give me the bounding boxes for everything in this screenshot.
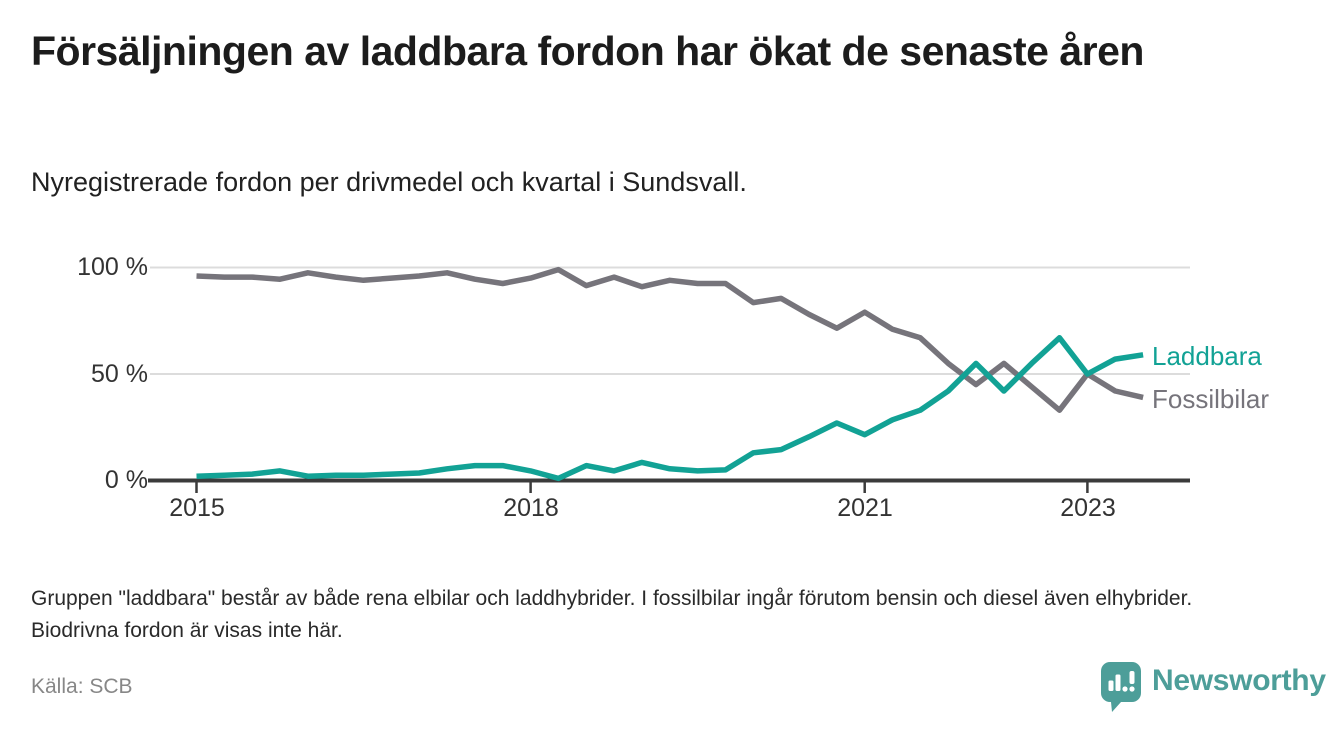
x-tick-label-2015: 2015 bbox=[169, 494, 225, 522]
newsworthy-logo: Newsworthy bbox=[1098, 658, 1328, 714]
y-tick-label-100: 100 % bbox=[77, 253, 148, 281]
logo-bar-chart-glyph bbox=[1108, 671, 1135, 692]
x-tick-label-2021: 2021 bbox=[837, 494, 893, 522]
y-tick-label-50: 50 % bbox=[91, 360, 148, 388]
x-tick-label-2023: 2023 bbox=[1060, 494, 1116, 522]
page-title: Försäljningen av laddbara fordon har öka… bbox=[31, 28, 1144, 74]
x-tick-label-2018: 2018 bbox=[503, 494, 559, 522]
fossilbilar-line bbox=[196, 266, 1144, 413]
laddbara-line bbox=[196, 335, 1144, 482]
newsworthy-logo-icon bbox=[1101, 662, 1141, 712]
newsworthy-wordmark: Newsworthy bbox=[1152, 664, 1326, 697]
source-attribution: Källa: SCB bbox=[31, 675, 133, 698]
series-label-fossilbilar: Fossilbilar bbox=[1152, 384, 1270, 414]
chart-footnote: Gruppen "laddbara" består av både rena e… bbox=[31, 587, 1193, 642]
y-tick-label-0: 0 % bbox=[104, 466, 148, 494]
series-label-laddbara: Laddbara bbox=[1152, 341, 1262, 371]
x-axis-ticks bbox=[195, 482, 1089, 493]
chart-subtitle: Nyregistrerade fordon per drivmedel och … bbox=[31, 167, 747, 197]
